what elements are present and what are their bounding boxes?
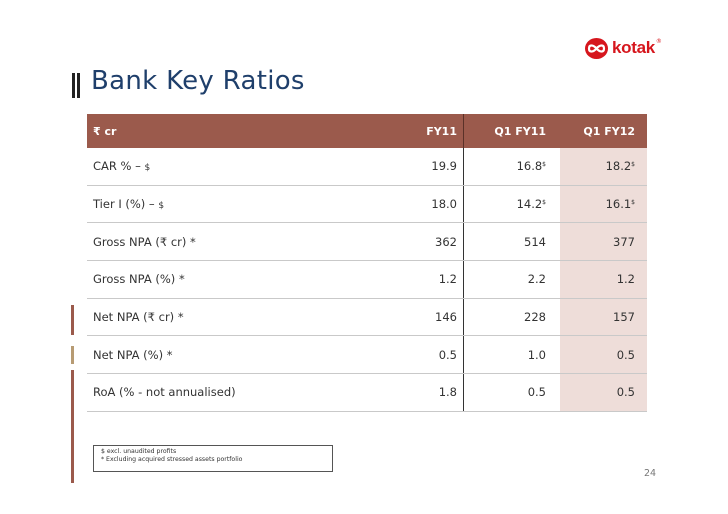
kotak-logo: kotak ® (585, 37, 662, 59)
cell-q1fy11: 228 (463, 298, 560, 336)
cell-q1fy11: 2.2 (463, 261, 560, 298)
header-col-q1fy12: Q1 FY12 (583, 124, 635, 138)
table-header: ₹ cr FY11 Q1 FY11 Q1 FY12 (87, 114, 647, 148)
cell-fy11: 1.2 (438, 272, 457, 287)
cell-q1fy11: 0.5 (463, 374, 560, 411)
registered-mark: ® (655, 37, 662, 45)
cell-fy11: 0.5 (438, 347, 457, 362)
table-row: RoA (% - not annualised) 1.8 0.5 0.5 (87, 374, 647, 412)
cell-fy11: 146 (435, 310, 457, 325)
table-row: Net NPA (%) * 0.5 1.0 0.5 (87, 336, 647, 375)
key-ratios-table: ₹ cr FY11 Q1 FY11 Q1 FY12 CAR % – $ 19.9… (87, 114, 647, 412)
title-bar-mark (72, 73, 75, 98)
row-label: RoA (% - not annualised) (93, 385, 236, 400)
table-row: Gross NPA (%) * 1.2 2.2 1.2 (87, 261, 647, 299)
cell-fy11: 362 (435, 234, 457, 249)
row-label: CAR % – $ (93, 159, 151, 174)
cell-q1fy12: 0.5 (560, 374, 647, 411)
cell-q1fy12: 157 (560, 298, 647, 336)
brand-name: kotak (612, 38, 655, 57)
row-label: Net NPA (%) * (93, 347, 173, 362)
kotak-logo-icon (585, 37, 608, 59)
cell-q1fy11: 14.2 $ (463, 185, 560, 223)
cell-q1fy12: 0.5 (560, 336, 647, 374)
cell-q1fy12: 16.1 $ (560, 185, 647, 223)
header-col-fy11: FY11 (426, 124, 457, 138)
table-row: Gross NPA (₹ cr) * 362 514 377 (87, 223, 647, 262)
header-unit-label: ₹ cr (93, 124, 117, 138)
page-number: 24 (644, 468, 657, 479)
table-row: Tier I (%) – $ 18.0 14.2 $ 16.1 $ (87, 185, 647, 224)
cell-q1fy11: 16.8 $ (463, 148, 560, 185)
cell-q1fy12: 18.2 $ (560, 148, 647, 185)
cell-q1fy12: 1.2 (560, 261, 647, 298)
header-col-q1fy11: Q1 FY11 (463, 114, 560, 148)
row-label: Gross NPA (%) * (93, 272, 185, 287)
table-row: CAR % – $ 19.9 16.8 $ 18.2 $ (87, 148, 647, 186)
footnote-line: $ excl. unaudited profits (101, 448, 177, 455)
side-accent-bar (71, 346, 74, 364)
cell-fy11: 19.9 (431, 159, 457, 174)
cell-q1fy12: 377 (560, 223, 647, 261)
cell-fy11: 1.8 (438, 385, 457, 400)
footnote-line: * Excluding acquired stressed assets por… (101, 456, 243, 463)
row-label: Net NPA (₹ cr) * (93, 310, 184, 325)
side-accent-bar (71, 305, 74, 335)
title-bar-mark (77, 73, 80, 98)
cell-q1fy11: 514 (463, 223, 560, 261)
footnote-box: $ excl. unaudited profits * Excluding ac… (93, 445, 333, 472)
cell-q1fy11: 1.0 (463, 336, 560, 374)
cell-fy11: 18.0 (431, 197, 457, 212)
row-label: Gross NPA (₹ cr) * (93, 234, 196, 249)
row-label: Tier I (%) – $ (93, 197, 165, 212)
page-title: Bank Key Ratios (91, 66, 305, 96)
table-row: Net NPA (₹ cr) * 146 228 157 (87, 298, 647, 337)
side-accent-bar (71, 370, 74, 483)
